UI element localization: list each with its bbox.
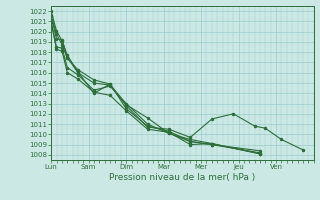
X-axis label: Pression niveau de la mer( hPa ): Pression niveau de la mer( hPa ) (109, 173, 256, 182)
